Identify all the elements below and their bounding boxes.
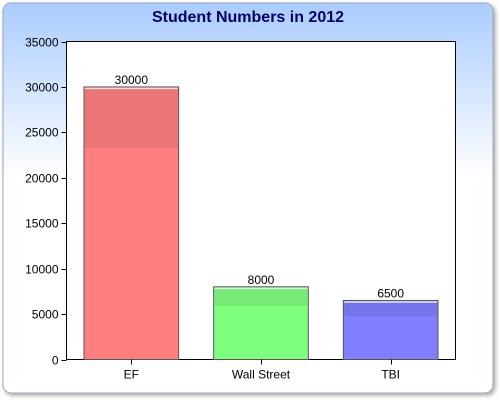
y-tick-label: 25000 [25,126,59,140]
data-label: 30000 [115,73,149,87]
bar-shade [85,87,178,148]
y-tick-label: 30000 [25,81,59,95]
bar-tbi [342,299,439,361]
bar-wall-street [213,286,309,361]
x-tick-label: EF [124,368,139,382]
y-tick-label: 35000 [25,36,59,50]
y-tick-label: 10000 [25,263,59,277]
bar-shade [344,301,437,317]
x-axis: EF Wall Street TBI [124,359,400,382]
data-label: 8000 [248,273,275,287]
y-tick-label: 0 [52,354,59,368]
bar-shade [214,287,308,306]
chart-title: Student Numbers in 2012 [152,9,344,26]
x-tick-label: Wall Street [232,368,291,382]
y-axis: 0 5000 10000 15000 20000 25000 30000 35000 [25,36,67,368]
bars: 30000 8000 6500 [83,73,439,361]
bar-ef [83,86,180,361]
y-tick-label: 15000 [25,217,59,231]
data-label: 6500 [377,286,404,300]
y-tick-label: 5000 [32,308,59,322]
x-tick-label: TBI [381,368,400,382]
y-tick-label: 20000 [25,172,59,186]
